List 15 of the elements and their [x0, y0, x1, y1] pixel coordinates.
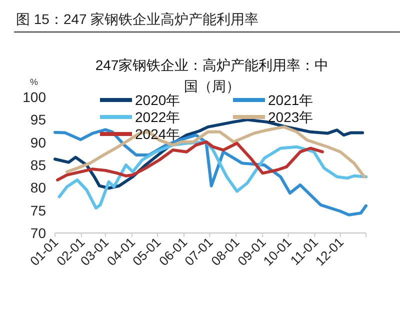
legend-label: 2020年 — [135, 92, 180, 108]
y-tick-label: 90 — [30, 134, 46, 150]
y-axis-title: % — [30, 77, 38, 87]
y-tick-label: 100 — [22, 89, 46, 105]
y-tick-label: 85 — [30, 157, 46, 173]
y-tick-label: 80 — [30, 180, 46, 196]
legend-label: 2022年 — [135, 109, 180, 125]
legend-label: 2023年 — [268, 109, 314, 125]
y-tick-label: 70 — [30, 225, 46, 241]
title: 图 15：247 家钢铁企业高炉产能利用率 — [16, 11, 259, 27]
legend-label: 2021年 — [268, 92, 314, 108]
legend-label: 2024年 — [135, 126, 180, 142]
y-tick-label: 75 — [30, 202, 46, 218]
subtitle: 247家钢铁企业：高炉产能利用率：中国（周） — [95, 57, 329, 94]
y-tick-label: 95 — [30, 112, 46, 128]
